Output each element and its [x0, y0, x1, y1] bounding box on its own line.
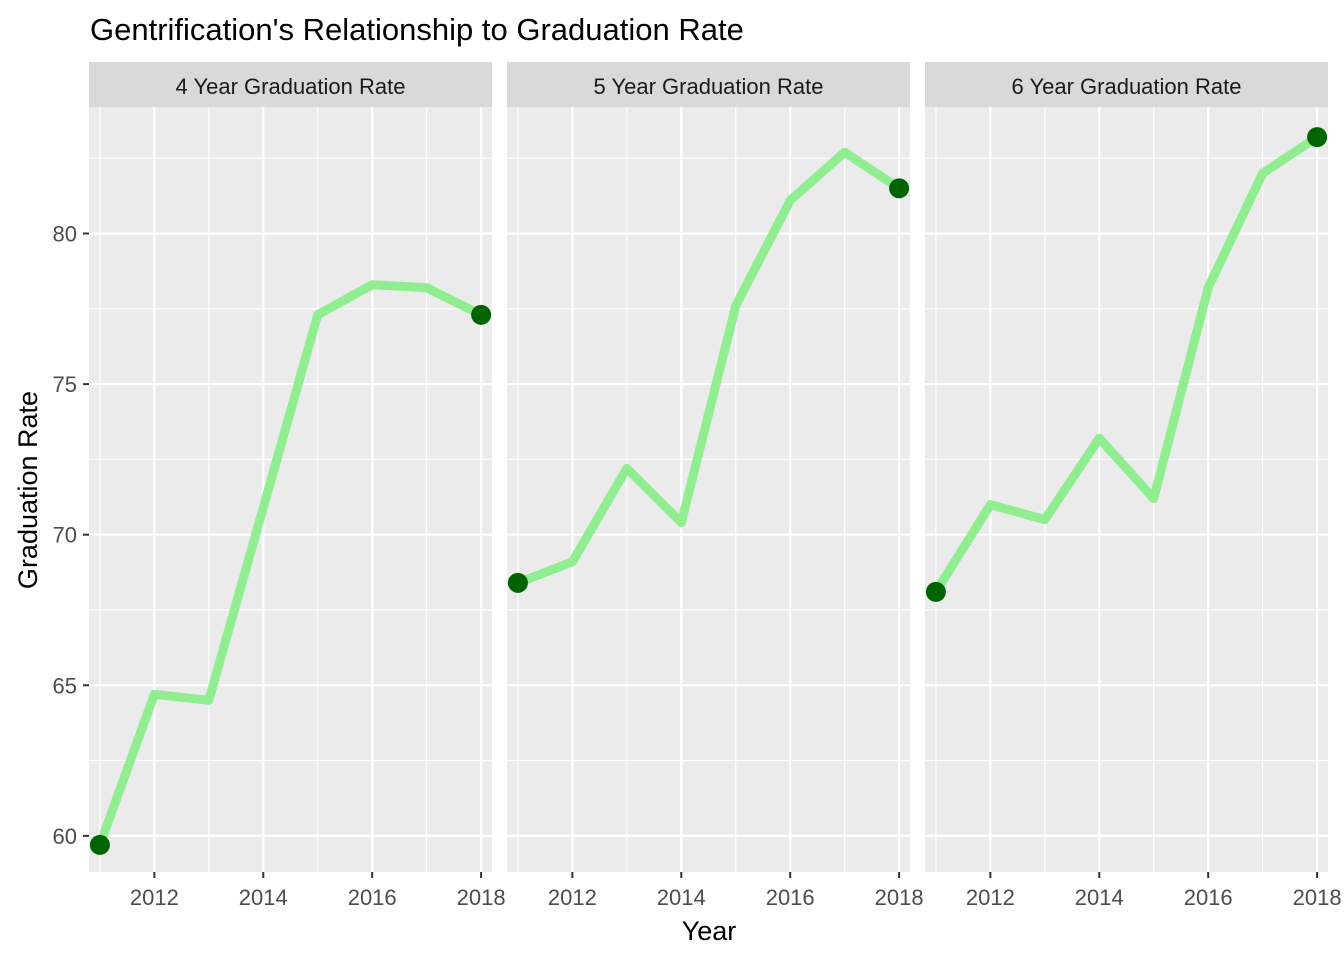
x-tick-label: 2012: [966, 885, 1015, 910]
facet-panel: 5 Year Graduation Rate 2012 2014 2016 2018: [507, 62, 924, 910]
y-axis: 60 65 70 75 80: [53, 221, 89, 849]
x-tick-label: 2014: [1075, 885, 1124, 910]
panel-background: [507, 107, 910, 872]
y-tick-label: 80: [53, 221, 77, 246]
endpoint-point: [471, 304, 492, 325]
x-tick-label: 2014: [657, 885, 706, 910]
x-tick-label: 2018: [875, 885, 924, 910]
x-tick-label: 2018: [457, 885, 506, 910]
facet-strip: [89, 62, 492, 107]
x-tick-label: 2016: [1184, 885, 1233, 910]
series-line: [513, 147, 904, 588]
facet-strip-label: 4 Year Graduation Rate: [176, 74, 406, 99]
endpoint-point: [507, 572, 528, 593]
x-axis-label: Year: [682, 916, 737, 946]
endpoint-point: [889, 178, 910, 199]
y-tick-label: 75: [53, 372, 77, 397]
endpoint-point: [89, 834, 110, 855]
y-tick-label: 65: [53, 673, 77, 698]
x-tick-label: 2012: [548, 885, 597, 910]
panel-background: [925, 107, 1328, 872]
x-tick-label: 2016: [348, 885, 397, 910]
series-line: [931, 132, 1322, 597]
endpoint-point: [1307, 127, 1328, 148]
facet-panel: 4 Year Graduation Rate 2012 2014 2016 2018: [89, 62, 506, 910]
y-tick-label: 70: [53, 523, 77, 548]
y-axis-label: Graduation Rate: [13, 391, 43, 589]
y-tick-label: 60: [53, 824, 77, 849]
x-tick-label: 2012: [130, 885, 179, 910]
x-tick-label: 2018: [1293, 885, 1342, 910]
endpoint-point: [925, 581, 946, 602]
facet-strip: [507, 62, 910, 107]
facet-panel: 6 Year Graduation Rate 2012 2014 2016 2018: [925, 62, 1342, 910]
facet-strip-label: 6 Year Graduation Rate: [1012, 74, 1242, 99]
chart-title: Gentrification's Relationship to Graduat…: [90, 12, 744, 47]
panel-background: [89, 107, 492, 872]
facet-strip: [925, 62, 1328, 107]
series-line: [95, 280, 486, 850]
x-tick-label: 2016: [766, 885, 815, 910]
x-tick-label: 2014: [239, 885, 288, 910]
facet-strip-label: 5 Year Graduation Rate: [594, 74, 824, 99]
